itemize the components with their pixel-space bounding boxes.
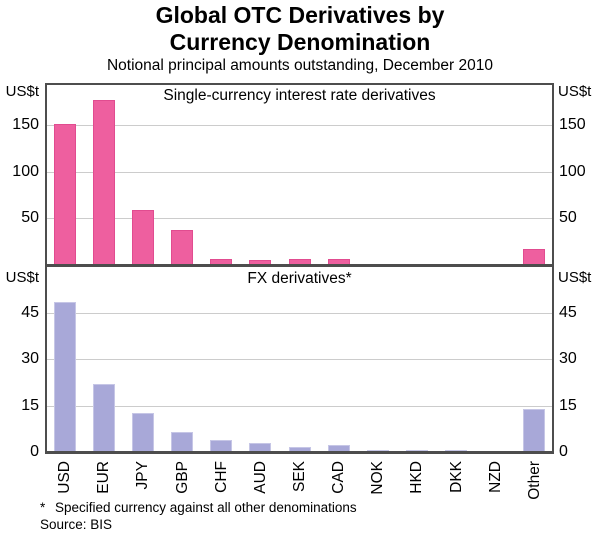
gridline (45, 218, 554, 220)
y-axis-unit-label: US$t (5, 83, 39, 100)
x-tick-label: JPY (134, 461, 152, 490)
gridline (45, 359, 554, 360)
y-tick-label: 30 (559, 350, 577, 367)
gridline (45, 125, 554, 126)
bar-bottom-HKD (405, 450, 428, 453)
footnote-text: Specified currency against all other den… (55, 500, 357, 515)
bottom-panel-title: FX derivatives* (247, 270, 352, 287)
bar-bottom-SEK (288, 447, 311, 452)
bar-bottom-GBP (171, 431, 194, 452)
plot-frame (45, 83, 554, 454)
bar-bottom-USD (53, 301, 76, 452)
x-tick-label: NOK (369, 461, 387, 495)
x-tick-label: SEK (291, 461, 308, 493)
y-tick-label: 0 (559, 443, 568, 460)
gridline (45, 405, 554, 407)
x-tick-label: AUD (251, 461, 269, 494)
bar-bottom-Other (523, 408, 546, 452)
x-tick-label: NZD (486, 461, 504, 493)
bar-bottom-JPY (131, 413, 154, 452)
x-tick-label: Other (525, 461, 543, 500)
chart-title-line1: Global OTC Derivatives by (155, 2, 445, 28)
top-panel-title: Single-currency interest rate derivative… (163, 87, 436, 104)
gridline (45, 171, 554, 173)
y-tick-label: 100 (559, 162, 586, 180)
x-tick-label: GBP (173, 461, 191, 494)
bar-bottom-CHF (210, 439, 233, 452)
y-tick-label: 15 (559, 396, 577, 414)
bar-top-USD (53, 124, 76, 265)
y-tick-label: 0 (30, 443, 39, 460)
gridline (45, 312, 554, 314)
bar-top-Other (523, 248, 546, 265)
x-tick-label: CHF (212, 461, 230, 493)
y-tick-label: 100 (12, 162, 39, 180)
x-tick-label: EUR (95, 461, 113, 494)
x-tick-label: USD (56, 461, 74, 494)
x-tick-label: HKD (408, 461, 426, 494)
bar-bottom-DKK (445, 450, 468, 453)
source-note: Source: BIS (40, 517, 113, 532)
y-axis-unit-label: US$t (558, 83, 592, 100)
y-tick-label: 45 (559, 303, 577, 321)
bar-bottom-AUD (249, 442, 272, 452)
bar-top-EUR (92, 99, 115, 265)
bar-bottom-NOK (366, 449, 389, 452)
footnote: * Specified currency against all other de… (40, 500, 580, 515)
bar-bottom-NZD (484, 451, 507, 454)
y-tick-label: 150 (559, 116, 586, 133)
y-tick-label: 45 (21, 303, 39, 321)
y-tick-label: 50 (21, 209, 39, 227)
chart-title-line2: Currency Denomination (169, 29, 431, 55)
y-tick-label: 30 (21, 350, 39, 367)
x-tick-label: DKK (447, 461, 465, 493)
y-axis-unit-label: US$t (5, 269, 39, 286)
panel-separator (45, 264, 554, 267)
bar-top-GBP (171, 229, 194, 265)
y-tick-label: 15 (21, 396, 39, 414)
bar-top-JPY (131, 209, 154, 265)
footnote-marker: * (40, 500, 46, 515)
bar-bottom-EUR (92, 383, 115, 452)
chart-subtitle: Notional principal amounts outstanding, … (106, 57, 493, 74)
y-axis-unit-label: US$t (558, 269, 592, 286)
x-tick-label: CAD (330, 461, 348, 494)
y-tick-label: 50 (559, 209, 577, 227)
y-tick-label: 150 (12, 116, 39, 133)
chart-title: Global OTC Derivatives by Currency Denom… (0, 2, 600, 56)
bar-bottom-CAD (327, 444, 350, 452)
